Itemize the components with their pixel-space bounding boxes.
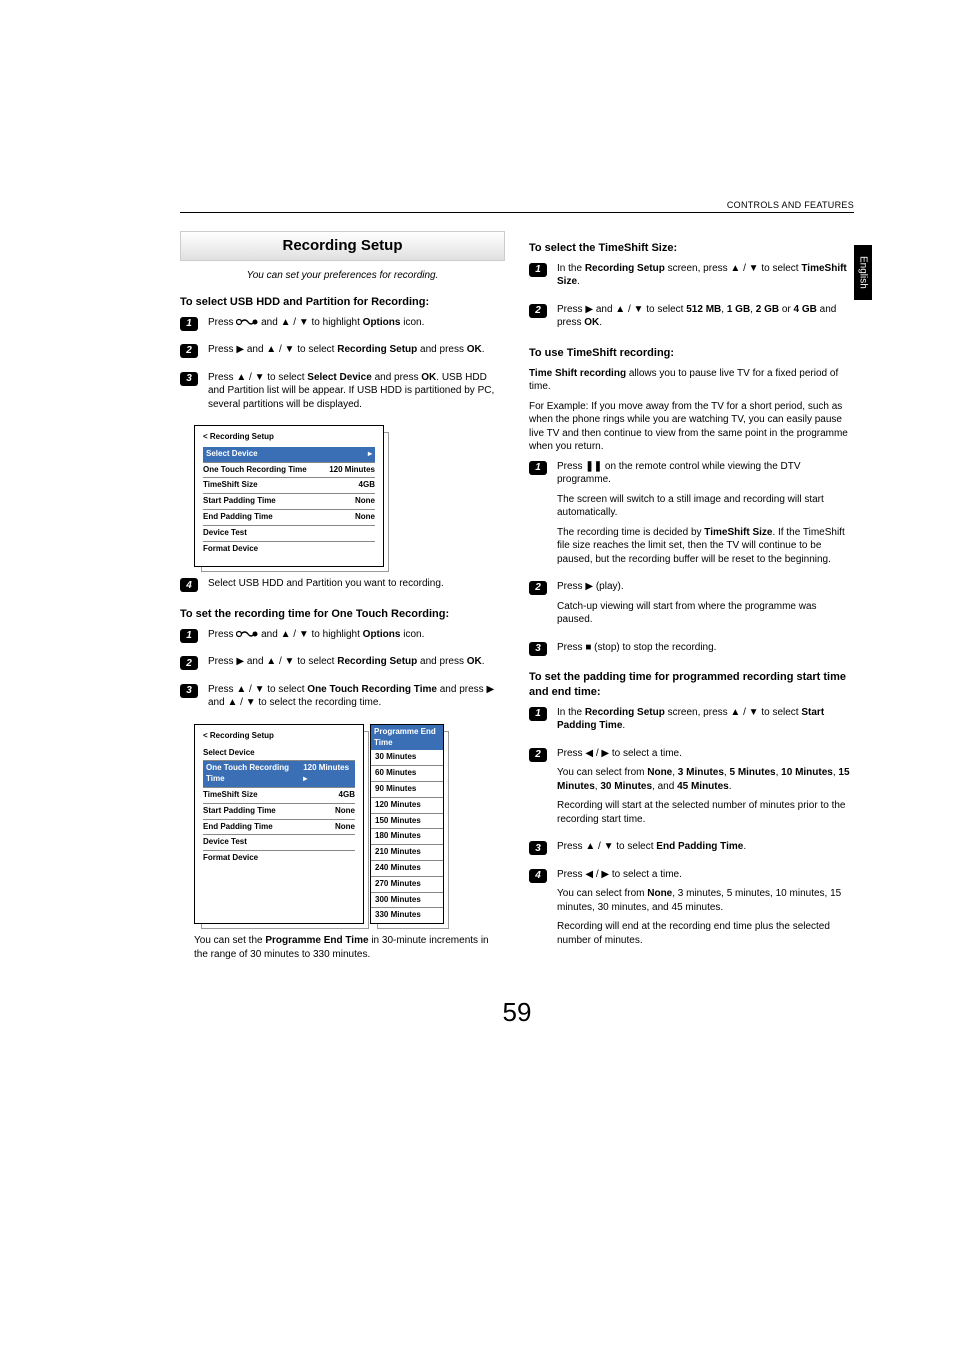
right-icon: ▶ [236,344,244,355]
table-row: Start Padding TimeNone [203,804,355,820]
left-column: Recording Setup You can set your prefere… [180,231,505,967]
step-badge-3: 3 [529,841,547,855]
up-down-icon: ▲ / ▼ [227,697,255,708]
table-row: One Touch Recording Time120 Minutes ▸ [203,761,355,788]
step-4: 4 Press ◀ / ▶ to select a time. You can … [529,868,854,954]
table-row: Start Padding TimeNone [203,494,375,510]
step-badge-2: 2 [180,656,198,670]
step-badge-4: 4 [529,869,547,883]
step-badge-2: 2 [529,304,547,318]
step-badge-1: 1 [180,317,198,331]
intro-text: You can set your preferences for recordi… [180,269,505,283]
popup-item: 60 Minutes [371,766,443,782]
table-row: End Padding TimeNone [203,510,375,526]
quick-icon [236,317,258,328]
step-1: 1 Press ❚❚ on the remote control while v… [529,460,854,573]
step-badge-2: 2 [529,748,547,762]
step-badge-2: 2 [180,344,198,358]
step-badge-3: 3 [180,684,198,698]
step-3: 3 Press ▲ / ▼ to select End Padding Time… [529,840,854,860]
subhead-padding-time: To set the padding time for programmed r… [529,670,854,700]
table-row: TimeShift Size4GB [203,788,355,804]
up-down-icon: ▲ / ▼ [730,263,758,274]
subhead-use-timeshift: To use TimeShift recording: [529,346,854,361]
recording-setup-table-1: < Recording Setup Select Device ▸One Tou… [194,425,384,567]
popup-item: 270 Minutes [371,877,443,893]
right-icon: ▶ [585,304,593,315]
table-row: Select Device ▸ [203,447,375,463]
step-3: 3 Press ■ (stop) to stop the recording. [529,641,854,661]
up-down-icon: ▲ / ▼ [281,629,309,640]
popup-item: 210 Minutes [371,845,443,861]
step-badge-3: 3 [529,642,547,656]
step-badge-2: 2 [529,581,547,595]
popup-item: 150 Minutes [371,814,443,830]
left-right-icon: ◀ / ▶ [585,869,609,880]
step-4: 4 Select USB HDD and Partition you want … [180,577,505,597]
table-row: End Padding TimeNone [203,820,355,836]
step-badge-1: 1 [529,707,547,721]
table-row: Select Device [203,746,355,762]
up-down-icon: ▲ / ▼ [266,656,294,667]
step-3: 3 Press ▲ / ▼ to select Select Device an… [180,371,505,418]
right-icon: ▶ [486,684,494,695]
right-icon: ▶ [236,656,244,667]
step-2: 2 Press ◀ / ▶ to select a time. You can … [529,747,854,833]
popup-item: 30 Minutes [371,750,443,766]
popup-item: 90 Minutes [371,782,443,798]
popup-item: 240 Minutes [371,861,443,877]
table-row: Device Test [203,835,355,851]
up-down-icon: ▲ / ▼ [730,707,758,718]
programme-end-time-popup: Programme End Time 30 Minutes60 Minutes9… [370,724,444,924]
up-down-icon: ▲ / ▼ [236,372,264,383]
step-badge-1: 1 [180,629,198,643]
section-title: Recording Setup [180,231,505,261]
up-down-icon: ▲ / ▼ [281,317,309,328]
step-badge-4: 4 [180,578,198,592]
table-row: Device Test [203,526,375,542]
step-1: 1 Press and ▲ / ▼ to highlight Options i… [180,316,505,336]
step-2: 2 Press ▶ and ▲ / ▼ to select Recording … [180,655,505,675]
right-column: To select the TimeShift Size: 1 In the R… [529,231,854,967]
up-down-icon: ▲ / ▼ [585,841,613,852]
popup-item: 300 Minutes [371,893,443,909]
quick-icon [236,629,258,640]
left-right-icon: ◀ / ▶ [585,748,609,759]
popup-item: 330 Minutes [371,908,443,923]
page-number: 59 [180,997,854,1028]
popup-item: 180 Minutes [371,829,443,845]
step-2: 2 Press ▶ (play). Catch-up viewing will … [529,580,854,633]
subhead-one-touch: To set the recording time for One Touch … [180,607,505,622]
step-badge-1: 1 [529,263,547,277]
language-tab: English [854,245,872,300]
table-row: Format Device [203,542,375,557]
step-2: 2 Press ▶ and ▲ / ▼ to select 512 MB, 1 … [529,303,854,336]
up-down-icon: ▲ / ▼ [236,684,264,695]
subhead-timeshift-size: To select the TimeShift Size: [529,241,854,256]
table-row: TimeShift Size4GB [203,478,375,494]
step-1: 1 In the Recording Setup screen, press ▲… [529,706,854,739]
up-down-icon: ▲ / ▼ [266,344,294,355]
step-3: 3 Press ▲ / ▼ to select One Touch Record… [180,683,505,716]
step-1: 1 In the Recording Setup screen, press ▲… [529,262,854,295]
play-icon: ▶ [585,581,593,592]
subhead-select-hdd: To select USB HDD and Partition for Reco… [180,295,505,310]
header-breadcrumb: CONTROLS AND FEATURES [180,200,854,213]
step-badge-1: 1 [529,461,547,475]
step-2: 2 Press ▶ and ▲ / ▼ to select Recording … [180,343,505,363]
step-badge-3: 3 [180,372,198,386]
recording-setup-table-2: < Recording Setup Select DeviceOne Touch… [194,724,364,924]
pause-icon: ❚❚ [585,461,602,472]
table-row: One Touch Recording Time120 Minutes [203,463,375,479]
up-down-icon: ▲ / ▼ [615,304,643,315]
popup-item: 120 Minutes [371,798,443,814]
step-1: 1 Press and ▲ / ▼ to highlight Options i… [180,628,505,648]
table-row: Format Device [203,851,355,866]
